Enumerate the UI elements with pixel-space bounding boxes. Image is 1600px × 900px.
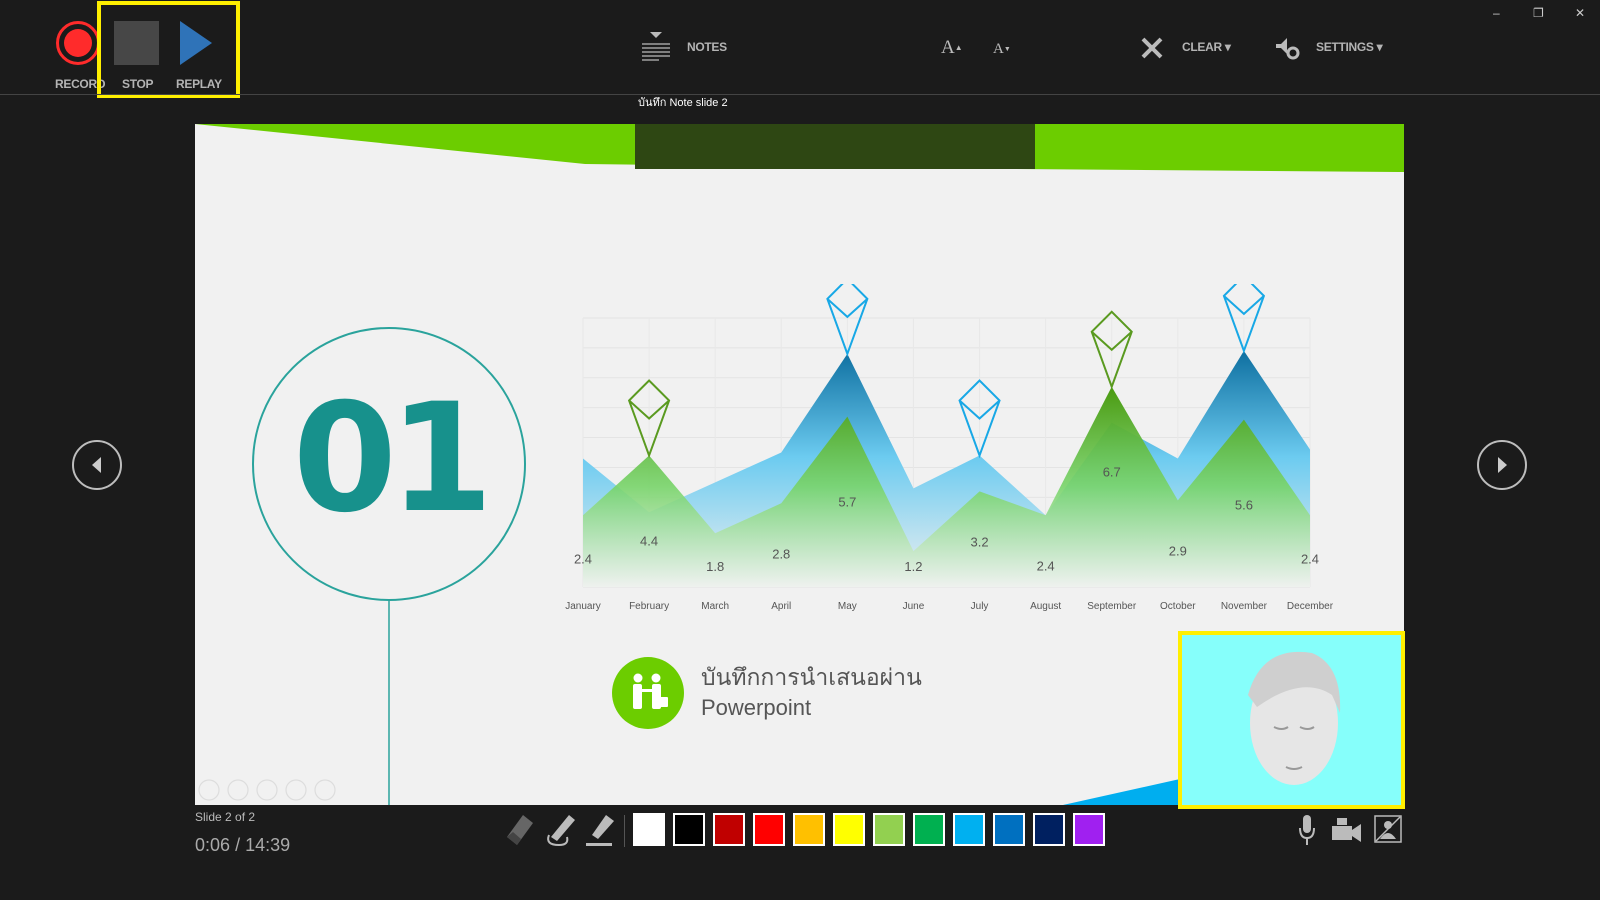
notes-icon[interactable] <box>641 32 671 62</box>
pen-color-swatch[interactable] <box>833 813 865 846</box>
notes-caption: บันทึก Note slide 2 <box>638 97 728 109</box>
pen-color-swatch[interactable] <box>713 813 745 846</box>
peak-marker <box>1222 284 1266 354</box>
decrease-font-label: A <box>993 41 1004 57</box>
peak-marker <box>958 379 1001 459</box>
x-tick-label: September <box>1087 601 1137 612</box>
data-label: 6.7 <box>1103 465 1121 480</box>
chevron-right-icon <box>1498 457 1507 473</box>
pen-color-swatch[interactable] <box>953 813 985 846</box>
eraser-icon[interactable] <box>505 815 535 847</box>
x-tick-label: February <box>629 601 669 612</box>
x-tick-label: August <box>1030 601 1061 612</box>
total-time: 14:39 <box>245 835 291 855</box>
slide-counter: Slide 2 of 2 <box>195 810 256 824</box>
increase-arrow-icon: ▲ <box>954 43 963 52</box>
settings-dropdown[interactable]: SETTINGS ▾ <box>1316 40 1383 54</box>
data-label: 1.8 <box>706 559 724 574</box>
x-tick-label: May <box>838 601 857 612</box>
pen-color-swatch[interactable] <box>1073 813 1105 846</box>
face-avatar-image <box>1248 651 1341 785</box>
pen-color-swatch[interactable] <box>913 813 945 846</box>
pen-color-swatch[interactable] <box>993 813 1025 846</box>
x-tick-label: March <box>701 601 729 612</box>
data-label: 2.4 <box>574 551 592 566</box>
pen-icon[interactable] <box>545 815 577 847</box>
data-label: 2.8 <box>772 546 790 561</box>
area-series-2 <box>583 386 1310 587</box>
slide-decoration <box>195 124 1404 805</box>
x-tick-label: April <box>771 601 791 612</box>
stop-label: STOP <box>122 77 154 91</box>
chevron-left-icon <box>92 457 101 473</box>
stop-button[interactable] <box>114 21 159 65</box>
camera-preview-off-icon[interactable] <box>1374 815 1402 843</box>
x-tick-label: January <box>565 601 601 612</box>
area-chart: 2.4 4.4 1.8 2.8 5.7 1.2 3.2 2.4 6.7 2.9 5.6 2.4 Janu… <box>565 284 1334 612</box>
notes-button[interactable]: NOTES <box>687 40 727 54</box>
decrease-arrow-icon: ▼ <box>1003 45 1011 53</box>
pen-color-swatch[interactable] <box>793 813 825 846</box>
caption-line-2: Powerpoint <box>701 695 812 720</box>
data-label: 3.2 <box>971 534 989 549</box>
handshake-icon <box>612 657 684 729</box>
x-tick-label: November <box>1221 601 1268 612</box>
webcam-preview[interactable] <box>1178 631 1405 809</box>
previous-slide-button[interactable] <box>72 440 122 490</box>
peak-marker <box>627 379 671 459</box>
data-label: 4.4 <box>640 533 658 548</box>
audio-settings-icon[interactable] <box>1276 36 1302 60</box>
data-label: 5.7 <box>838 495 856 510</box>
data-label: 1.2 <box>904 559 922 574</box>
recording-controls-highlight <box>97 1 240 98</box>
clear-x-icon[interactable] <box>1141 37 1163 59</box>
peak-marker <box>1090 310 1133 390</box>
x-tick-label: June <box>903 601 925 612</box>
x-tick-label: December <box>1287 601 1334 612</box>
minimize-button[interactable]: – <box>1493 6 1500 20</box>
pen-color-swatch[interactable] <box>873 813 905 846</box>
next-slide-button[interactable] <box>1477 440 1527 490</box>
pen-color-swatch[interactable] <box>673 813 705 846</box>
microphone-icon[interactable] <box>1298 815 1316 847</box>
pen-color-swatch[interactable] <box>753 813 785 846</box>
restore-button[interactable]: ❐ <box>1533 6 1544 20</box>
data-label: 2.9 <box>1169 543 1187 558</box>
increase-font-label: A <box>941 37 955 58</box>
peak-marker <box>826 284 869 357</box>
pen-color-swatch[interactable] <box>633 813 665 846</box>
caption-line-1: บันทึกการนำเสนอผ่าน <box>701 664 922 690</box>
x-tick-label: October <box>1160 601 1196 612</box>
tools-divider <box>624 815 625 847</box>
data-label: 2.4 <box>1301 551 1319 566</box>
data-label: 2.4 <box>1037 558 1055 573</box>
toolbar-divider <box>0 94 1600 95</box>
x-tick-label: July <box>971 601 989 612</box>
record-button[interactable] <box>56 21 100 65</box>
section-number: 01 <box>292 372 494 546</box>
pen-color-swatch[interactable] <box>1033 813 1065 846</box>
recording-time: 0:06 / 14:39 <box>195 835 290 856</box>
record-icon <box>64 29 92 57</box>
replay-label: REPLAY <box>176 77 222 91</box>
close-button[interactable]: ✕ <box>1575 6 1586 20</box>
data-label: 5.6 <box>1235 498 1253 513</box>
highlighter-icon[interactable] <box>584 815 616 847</box>
clear-dropdown[interactable]: CLEAR ▾ <box>1182 40 1231 54</box>
elapsed-time: 0:06 <box>195 835 231 855</box>
record-label: RECORD <box>55 77 106 91</box>
replay-play-icon[interactable] <box>178 21 214 65</box>
decrease-font-button[interactable]: A▼ <box>993 40 1011 58</box>
camera-icon[interactable] <box>1332 818 1362 844</box>
time-divider: / <box>235 835 241 855</box>
increase-font-button[interactable]: A▲ <box>941 37 963 59</box>
